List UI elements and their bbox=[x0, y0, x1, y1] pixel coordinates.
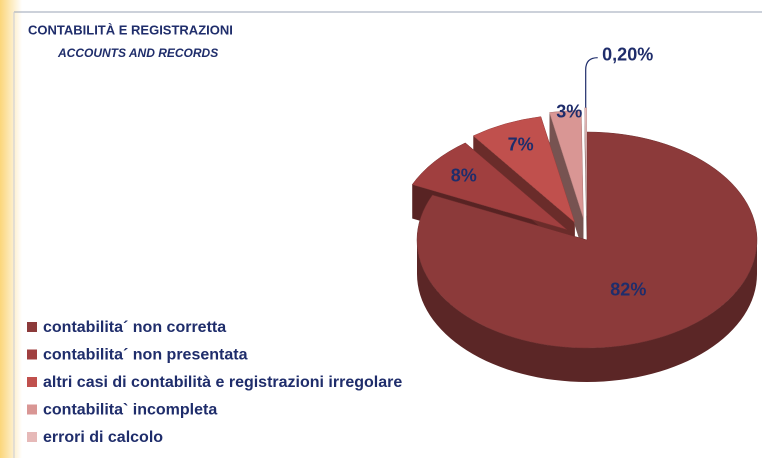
legend-label: contabilita´ non presentata bbox=[43, 347, 248, 364]
data-label: 7% bbox=[508, 134, 534, 154]
pie-slice bbox=[416, 131, 758, 349]
data-label: 8% bbox=[451, 165, 477, 185]
chart-subtitle: ACCOUNTS AND RECORDS bbox=[57, 46, 218, 60]
pie-slice bbox=[549, 110, 584, 219]
data-label: 0,20% bbox=[602, 44, 653, 64]
legend-label: contabilita` incompleta bbox=[43, 402, 217, 419]
data-label: 3% bbox=[556, 101, 582, 121]
data-label: 82% bbox=[610, 280, 646, 300]
legend-swatch bbox=[27, 377, 37, 387]
legend-swatch bbox=[27, 349, 37, 360]
legend-label: contabilita´ non corretta bbox=[43, 319, 226, 336]
legend-swatch bbox=[27, 322, 37, 332]
legend-label: altri casi di contabilità e registrazion… bbox=[43, 374, 402, 391]
slice-wall bbox=[549, 112, 584, 253]
legend-swatch bbox=[27, 404, 37, 415]
legend-swatch bbox=[27, 432, 37, 442]
edge-glow bbox=[0, 0, 22, 458]
pie-slice bbox=[411, 142, 567, 230]
leader-line bbox=[585, 57, 598, 108]
legend-label: errori di calcolo bbox=[43, 429, 163, 446]
slice-side bbox=[417, 240, 757, 382]
pie-slice bbox=[472, 116, 576, 224]
chart-title: CONTABILITÀ E REGISTRAZIONI bbox=[28, 22, 233, 37]
